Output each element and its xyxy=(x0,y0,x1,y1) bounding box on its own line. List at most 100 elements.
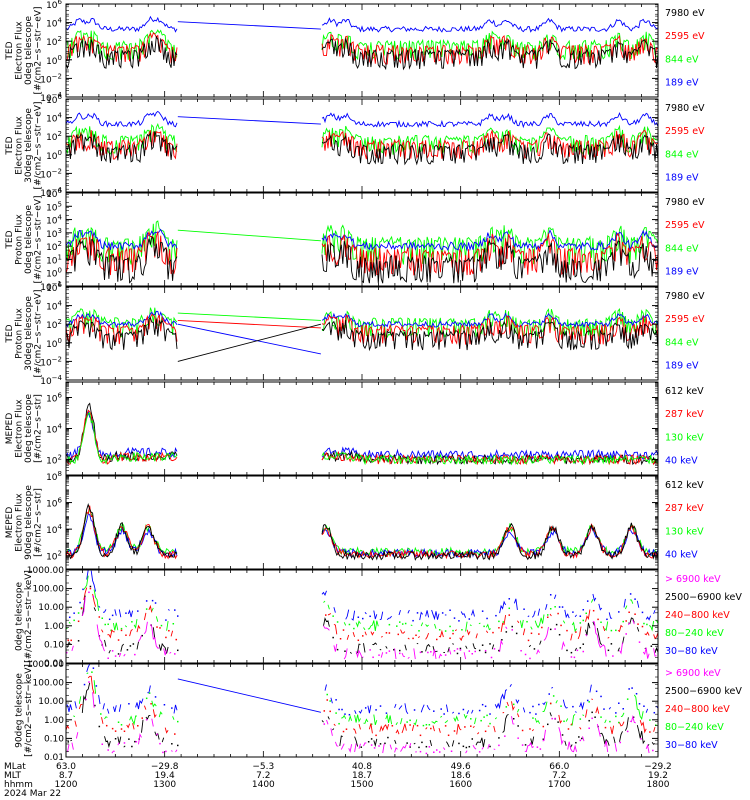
y-tick-label: 102 xyxy=(46,550,62,563)
plot-area xyxy=(66,664,658,755)
y-tick-label: 100 xyxy=(46,54,62,67)
series-line xyxy=(66,310,658,329)
gap-bridge-line xyxy=(177,320,321,329)
x-tick-label-mlt: 19.4 xyxy=(155,771,175,781)
plot-area xyxy=(66,307,658,362)
legend-entry: 189 eV xyxy=(665,266,699,277)
legend-entry: 40 keV xyxy=(665,549,698,560)
y-axis-label: TEDProton Flux30deg telescope[#/cm2−s−st… xyxy=(5,290,44,378)
y-tick-label: 10−4 xyxy=(40,374,62,387)
series-line xyxy=(66,35,658,71)
gap-bridge-line xyxy=(177,678,321,713)
legend-entry: 40 keV xyxy=(665,455,698,466)
series-line xyxy=(66,317,658,352)
series-line xyxy=(68,575,658,633)
y-tick-label: 1000.00 xyxy=(27,566,64,576)
x-tick-label-hhmm: 1300 xyxy=(153,780,176,790)
y-tick-label: 10−2 xyxy=(40,167,62,180)
y-tick-label: 104 xyxy=(46,523,62,536)
y-axis-label: MEPEDElectron Flux90deg telescope[#/cm2−… xyxy=(5,485,44,560)
legend-entry: 844 eV xyxy=(665,243,699,254)
y-tick-label: 102 xyxy=(46,454,62,467)
legend-entry: 844 eV xyxy=(665,337,699,348)
legend-entry: 189 eV xyxy=(665,77,699,88)
plot-area xyxy=(66,110,658,166)
gap-bridge-line xyxy=(177,229,321,242)
plot-area xyxy=(66,220,658,284)
y-tick-label: 10−2 xyxy=(40,72,62,85)
y-tick-label: 106 xyxy=(46,281,62,294)
x-axis-row-label: hhmm xyxy=(4,780,33,790)
y-tick-label: 103 xyxy=(46,227,62,240)
y-tick-label: 106 xyxy=(46,93,62,106)
legend-entry: 7980 eV xyxy=(665,8,705,19)
x-tick-label-hhmm: 1800 xyxy=(647,780,670,790)
y-axis-label: TEDProton Flux0deg telescope[#/cm2−s−str… xyxy=(5,196,44,284)
y-tick-label: 106 xyxy=(46,497,62,510)
y-tick-label: 0.10 xyxy=(44,734,64,744)
x-tick-label-hhmm: 1500 xyxy=(351,780,374,790)
series-line xyxy=(86,570,656,621)
y-tick-label: 1000.00 xyxy=(27,660,64,670)
x-tick-label-mlat: 49.6 xyxy=(451,762,471,772)
series-line xyxy=(66,675,656,735)
x-tick-label-mlt: 8.7 xyxy=(59,771,73,781)
y-tick-label: 10−4 xyxy=(40,186,62,199)
y-tick-label: 104 xyxy=(46,17,62,30)
legend-entry: 2595 eV xyxy=(665,314,705,325)
y-tick-label: 104 xyxy=(46,214,62,227)
y-tick-label: 104 xyxy=(46,423,62,436)
series-line xyxy=(71,597,657,660)
series-line xyxy=(66,228,658,252)
plot-area xyxy=(66,402,658,466)
gap-bridge-line xyxy=(177,21,321,30)
y-tick-label: 0.01 xyxy=(44,659,64,669)
series-line xyxy=(67,595,658,655)
x-tick-label-mlat: −29.8 xyxy=(151,762,179,772)
y-tick-label: 104 xyxy=(46,112,62,125)
legend-entry: > 6900 keV xyxy=(665,668,721,679)
legend-entry: 240−800 keV xyxy=(665,704,730,715)
legend-entry: 130 keV xyxy=(665,526,704,537)
y-axis-label: 90deg telescope[#/cm2−s−str−keV] xyxy=(14,664,34,757)
y-tick-label: 100.00 xyxy=(33,679,65,689)
y-tick-label: 10.00 xyxy=(38,697,64,707)
legend-entry: 2595 eV xyxy=(665,220,705,231)
series-line xyxy=(66,412,658,466)
x-tick-label-mlat: −29.2 xyxy=(644,762,672,772)
series-line xyxy=(66,15,658,33)
y-tick-label: 1.00 xyxy=(44,622,64,632)
legend-entry: 2500−6900 keV xyxy=(665,686,742,697)
series-line xyxy=(66,502,658,561)
y-tick-label: 102 xyxy=(46,35,62,48)
y-tick-label: 100 xyxy=(46,337,62,350)
legend-entry: 844 eV xyxy=(665,54,699,65)
y-tick-label: 1.00 xyxy=(44,716,64,726)
y-tick-label: 10−2 xyxy=(40,355,62,368)
x-axis-row-label: MLT xyxy=(4,771,22,781)
x-tick-label-mlat: −5.3 xyxy=(252,762,274,772)
y-tick-label: 10−1 xyxy=(40,280,62,293)
gap-bridge-line xyxy=(177,323,321,355)
legend-entry: 612 keV xyxy=(665,480,704,491)
y-tick-label: 100 xyxy=(46,149,62,162)
gap-bridge-line xyxy=(177,323,322,362)
y-tick-label: 102 xyxy=(46,130,62,143)
legend-entry: 80−240 keV xyxy=(665,628,724,639)
legend-entry: 612 keV xyxy=(665,386,704,397)
y-tick-label: 10−4 xyxy=(40,91,62,104)
x-tick-label-mlat: 40.8 xyxy=(352,762,372,772)
gap-bridge-line xyxy=(177,116,321,125)
x-axis-row-label: MLat xyxy=(4,762,26,772)
x-tick-label-hhmm: 1400 xyxy=(252,780,275,790)
x-tick-label-mlt: 19.2 xyxy=(648,771,668,781)
y-axis-label: TEDElectron Flux30deg telescope[#/cm2−s−… xyxy=(5,102,44,190)
